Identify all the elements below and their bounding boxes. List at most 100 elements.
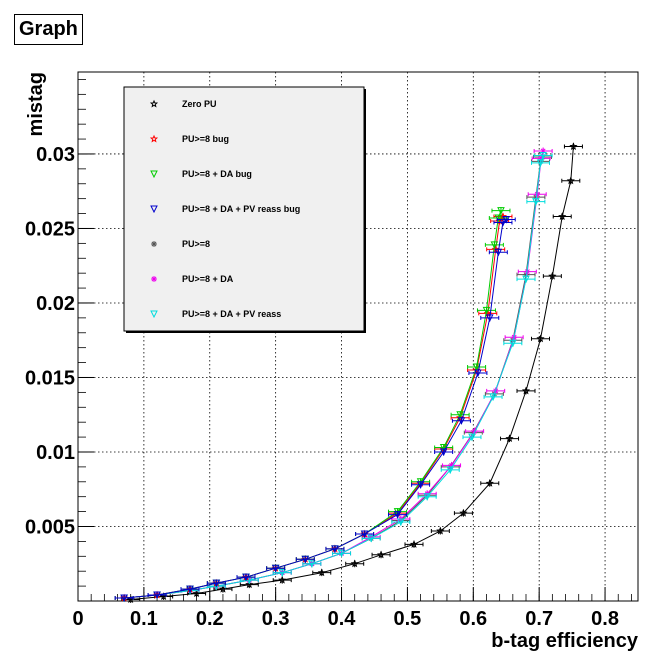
error-bar xyxy=(476,306,496,314)
legend-box xyxy=(123,86,365,332)
error-bar xyxy=(434,448,454,456)
error-bar xyxy=(530,159,550,167)
data-point xyxy=(350,559,359,568)
data-point xyxy=(439,444,448,452)
error-bar xyxy=(391,518,411,526)
x-tick-label: 0.7 xyxy=(525,608,553,630)
y-tick-label: 0.015 xyxy=(25,367,75,389)
x-tick-label: 0 xyxy=(72,608,83,630)
error-bar xyxy=(450,411,470,419)
data-point xyxy=(566,176,575,185)
data-point xyxy=(439,448,448,457)
tick-layer: 0 0.1 0.2 0.3 0.4 0.5 0.6 0.7 0.8 0.005 0.01 0.015 0… xyxy=(25,79,632,630)
data-point xyxy=(569,142,578,150)
y-tick-label: 0.01 xyxy=(36,442,75,464)
error-bar xyxy=(462,433,482,441)
graph-title: Graph xyxy=(19,18,78,40)
plot-frame xyxy=(77,71,639,602)
error-bar xyxy=(480,479,500,487)
error-bar xyxy=(411,481,431,489)
data-point xyxy=(456,411,464,419)
data-point xyxy=(308,560,316,568)
data-point xyxy=(457,417,466,425)
error-bar xyxy=(272,569,292,577)
data-point xyxy=(331,545,339,553)
error-bar xyxy=(440,466,460,474)
error-bar xyxy=(491,207,511,215)
y-tick-label: 0.025 xyxy=(25,218,75,240)
data-point xyxy=(448,462,455,469)
data-point xyxy=(278,569,287,577)
data-point xyxy=(376,550,386,559)
error-bar xyxy=(332,549,352,557)
x-tick-label: 0.5 xyxy=(394,608,422,630)
error-bar xyxy=(493,219,513,227)
error-bar xyxy=(295,555,315,563)
data-point xyxy=(186,585,194,594)
data-point xyxy=(149,99,159,108)
data-point xyxy=(149,134,159,143)
data-point xyxy=(459,508,468,517)
error-bar xyxy=(516,387,536,395)
y-tick-label: 0.03 xyxy=(36,144,75,166)
data-point xyxy=(532,194,539,201)
data-point xyxy=(397,518,405,527)
error-bar xyxy=(563,143,583,151)
error-bar xyxy=(325,545,345,553)
x-tick-label: 0.3 xyxy=(262,608,290,630)
error-bar xyxy=(561,177,581,185)
error-bar xyxy=(430,527,450,535)
error-bar xyxy=(361,534,381,542)
data-point xyxy=(416,481,425,489)
data-point xyxy=(472,363,481,372)
data-point xyxy=(278,575,287,584)
data-point xyxy=(539,151,547,160)
data-point xyxy=(393,511,402,519)
error-bar xyxy=(371,551,391,559)
error-bar xyxy=(490,217,510,225)
data-point xyxy=(150,170,158,179)
error-bar xyxy=(480,314,500,322)
data-point xyxy=(301,555,310,564)
data-point xyxy=(423,493,431,501)
series-layer xyxy=(114,142,583,604)
data-point xyxy=(523,271,529,278)
error-bar xyxy=(345,560,365,568)
data-point xyxy=(538,155,545,162)
error-bar xyxy=(272,576,292,584)
data-point xyxy=(245,580,254,589)
error-bar xyxy=(154,593,174,601)
error-bar xyxy=(467,363,487,371)
x-tick-label: 0.1 xyxy=(130,608,158,630)
legend-entry-label: PU>=8 + DA xyxy=(182,274,234,284)
error-bar xyxy=(451,417,471,425)
error-bar xyxy=(121,596,141,604)
data-point xyxy=(540,147,547,154)
data-point xyxy=(489,393,497,401)
data-point xyxy=(536,159,545,168)
data-point xyxy=(337,549,346,558)
data-point xyxy=(509,339,517,348)
error-bar xyxy=(488,214,508,222)
error-bar xyxy=(236,573,256,581)
x-tick-label: 0.4 xyxy=(328,608,357,630)
data-point xyxy=(242,573,250,582)
data-point xyxy=(153,591,161,600)
data-point xyxy=(468,433,476,442)
legend-entry-label: PU>=8 + DA bug xyxy=(182,169,252,179)
data-point xyxy=(482,306,491,315)
x-tick-label: 0.8 xyxy=(591,608,619,630)
legend-entry-label: PU>=8 + DA + PV reass bug xyxy=(182,204,300,214)
data-point xyxy=(494,248,503,257)
error-bar xyxy=(147,591,167,599)
data-point xyxy=(522,275,530,284)
data-point xyxy=(505,434,514,443)
legend-entry-label: PU>=8 bug xyxy=(182,134,229,144)
error-bar xyxy=(542,272,562,280)
data-point xyxy=(367,534,375,543)
error-bar xyxy=(239,576,259,584)
error-bar xyxy=(516,275,536,283)
data-point xyxy=(485,314,494,322)
error-bar xyxy=(417,493,437,501)
data-point xyxy=(120,594,128,603)
